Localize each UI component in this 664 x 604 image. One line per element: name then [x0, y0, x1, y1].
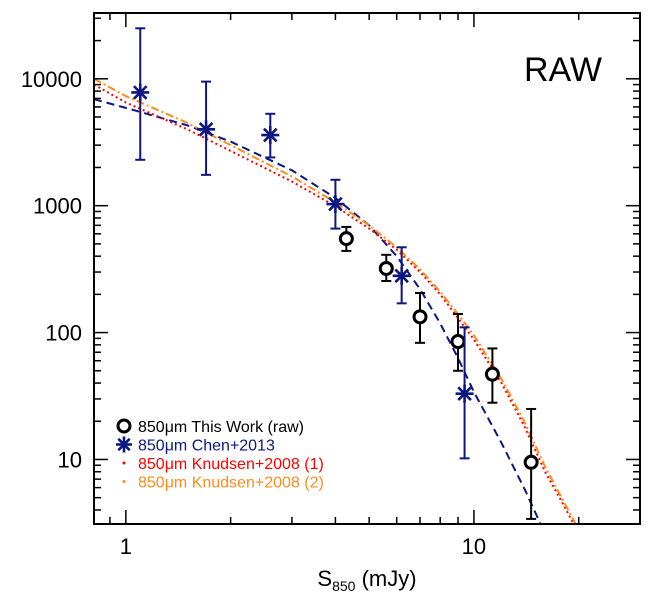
x-axis-label-main: S [317, 566, 332, 591]
this-work-point [484, 347, 500, 404]
this-work-point [412, 292, 428, 344]
chen-point [326, 178, 345, 230]
legend-label: 850μm Chen+2013 [138, 438, 275, 455]
asterisk-stroke [457, 386, 472, 401]
chen-point [261, 112, 280, 159]
x-axis-label-sub: 850 [332, 578, 356, 594]
asterisk-stroke [198, 122, 214, 137]
axis-tick-labels: 1 10 10 100 1000 10000 [21, 67, 486, 559]
y-tick-label: 1000 [33, 194, 82, 219]
data-points [131, 27, 539, 520]
legend-label: 850μm This Work (raw) [138, 419, 304, 436]
legend-marker [122, 480, 126, 483]
asterisk-stroke [394, 268, 409, 284]
legend-entry: 850μm Knudsen+2008 (2) [122, 475, 324, 492]
circle-marker [338, 231, 354, 247]
chart-annotation: RAW [524, 51, 602, 89]
asterisk-stroke [328, 196, 343, 212]
legend-label: 850μm Knudsen+2008 (2) [138, 475, 324, 492]
y-tick-label: 100 [45, 321, 82, 346]
asterisk-stroke [117, 437, 131, 452]
x-axis-label-unit: (mJy) [355, 566, 416, 591]
circle-marker [523, 454, 539, 470]
legend-marker [122, 461, 126, 465]
circle-marker [412, 309, 428, 325]
circle-marker [378, 260, 394, 276]
this-work-point [523, 407, 539, 520]
chen-point [197, 80, 216, 176]
legend-entry: 850μm Knudsen+2008 (1) [122, 456, 324, 473]
y-tick-label: 10000 [21, 67, 82, 92]
fit-curve [94, 83, 575, 524]
plot-frame [93, 12, 641, 525]
legend-marker [116, 418, 132, 434]
x-axis-label: S850 (mJy) [317, 566, 416, 594]
legend-label: 850μm Knudsen+2008 (1) [138, 456, 324, 473]
asterisk-stroke [263, 127, 278, 143]
circle-marker [484, 366, 500, 382]
chen-point [392, 246, 411, 305]
this-work-point [378, 253, 394, 282]
legend-entry: 850μm Chen+2013 [116, 436, 275, 455]
x-tick-label: 10 [462, 534, 486, 559]
this-work-point [338, 225, 354, 252]
asterisk-stroke [132, 85, 148, 100]
chen-point [131, 27, 150, 161]
legend: 850μm This Work (raw)850μm Chen+2013850μ… [116, 418, 324, 492]
x-tick-label: 1 [120, 534, 132, 559]
y-tick-label: 10 [58, 447, 82, 472]
circle-marker [450, 334, 466, 350]
axis-ticks [94, 13, 641, 524]
chen-point [455, 326, 474, 460]
legend-entry: 850μm This Work (raw) [116, 418, 304, 436]
